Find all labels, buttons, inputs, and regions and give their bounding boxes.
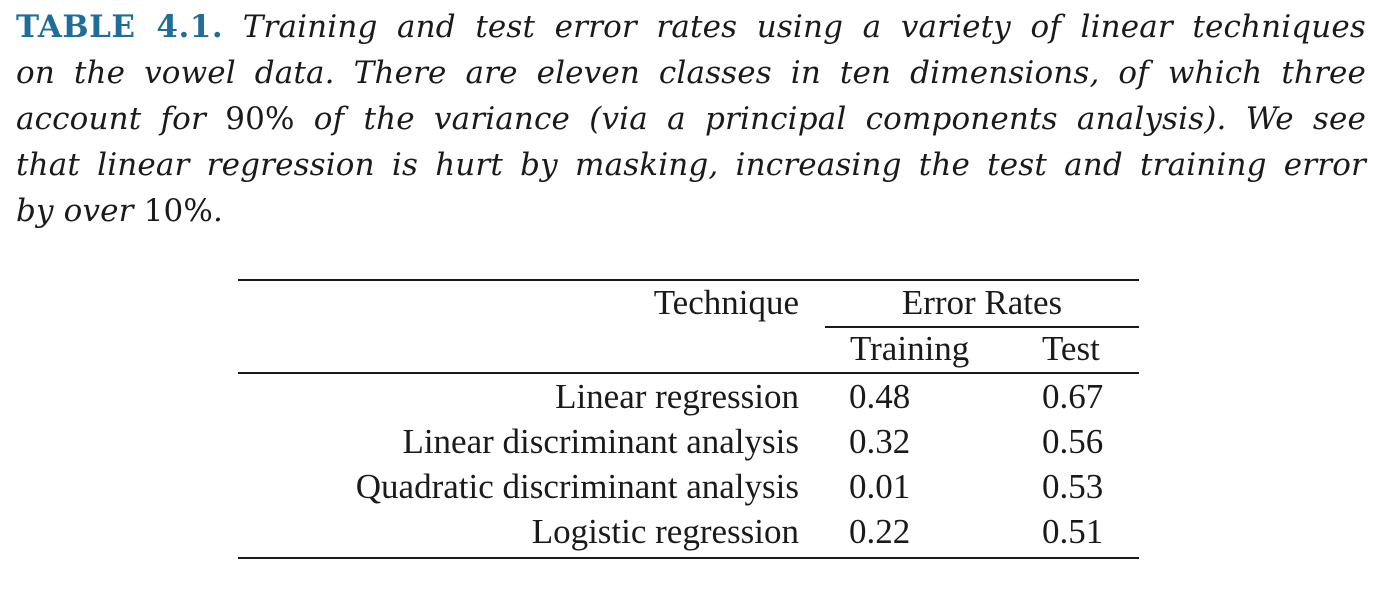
row-training: 0.22 (849, 512, 911, 551)
caption-text-3a: account for (16, 101, 226, 137)
caption-text-5a: by over (16, 193, 144, 229)
row-test: 0.51 (1042, 512, 1104, 551)
row-test: 0.56 (1042, 422, 1104, 461)
caption-text-4: that linear regression is hurt by maskin… (16, 147, 1366, 183)
caption-percent-10: 10% (143, 193, 213, 229)
row-training: 0.01 (849, 467, 911, 506)
caption-text-3b: of the variance (via a principal compone… (294, 101, 1366, 137)
header-error-rates: Error Rates (901, 283, 1063, 322)
row-technique: Logistic regression (531, 512, 799, 551)
caption-text-5b: . (212, 193, 223, 229)
caption-text-2: on the vowel data. There are eleven clas… (16, 55, 1366, 91)
header-training: Training (850, 329, 970, 368)
table-top-rule (238, 279, 1139, 281)
table-caption: TABLE 4.1. Training and test error rates… (16, 4, 1366, 234)
caption-line-5: by over 10%. (16, 188, 1366, 234)
caption-line-4: that linear regression is hurt by maskin… (16, 142, 1366, 188)
header-test: Test (1042, 329, 1100, 368)
table-header-rule (238, 372, 1139, 374)
table-bottom-rule (238, 557, 1139, 559)
caption-percent-90: 90% (225, 101, 295, 137)
table-label: TABLE 4.1. (16, 9, 224, 45)
row-technique: Linear regression (555, 377, 799, 416)
row-test: 0.53 (1042, 467, 1104, 506)
row-training: 0.48 (849, 377, 911, 416)
header-technique: Technique (653, 283, 799, 322)
caption-text-1: Training and test error rates using a va… (242, 9, 1366, 45)
error-rates-rule (825, 326, 1139, 328)
row-technique: Linear discriminant analysis (402, 422, 799, 461)
caption-line-2: on the vowel data. There are eleven clas… (16, 50, 1366, 96)
row-technique: Quadratic discriminant analysis (355, 467, 799, 506)
row-training: 0.32 (849, 422, 911, 461)
caption-line-3: account for 90% of the variance (via a p… (16, 96, 1366, 142)
caption-line-1: TABLE 4.1. Training and test error rates… (16, 4, 1366, 50)
row-test: 0.67 (1042, 377, 1104, 416)
